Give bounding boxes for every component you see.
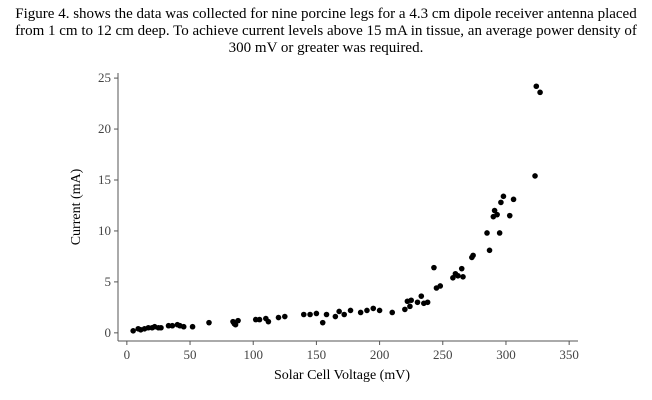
data-point [496,230,503,236]
data-point [491,207,498,214]
data-point [537,89,543,96]
x-tick-label: 0 [124,347,131,362]
data-point [265,318,272,325]
y-ticks: 0 5 10 15 20 25 [98,70,118,340]
data-point [256,316,263,323]
data-point [235,317,241,324]
data-point [364,307,370,314]
data-point [510,196,517,203]
data-point [206,319,212,326]
figure-caption: Figure 4. shows the data was collected f… [15,6,637,56]
y-axis-title: Current (mA) [69,168,84,245]
data-point [319,319,326,326]
data-point [307,311,313,318]
data-point [389,309,396,316]
y-tick-label: 25 [98,70,111,85]
data-point [460,274,466,280]
y-tick-label: 0 [105,325,112,340]
x-tick-label: 350 [559,347,579,362]
y-tick-label: 5 [105,274,112,289]
x-tick-label: 50 [184,347,197,362]
data-point [130,328,136,334]
data-point [347,307,354,314]
data-point [486,247,493,254]
data-point [437,283,444,289]
data-point [300,311,307,318]
data-point [484,230,490,236]
x-axis-title: Solar Cell Voltage (mV) [274,368,410,383]
data-point [500,193,507,200]
data-point [407,303,413,310]
data-point [158,324,164,331]
data-point [408,297,414,304]
data-point [275,314,282,321]
data-point [323,311,330,318]
data-point [414,299,421,306]
data-point [180,323,187,330]
data-point [282,313,288,320]
data-point [341,311,348,318]
data-point [189,323,196,330]
x-tick-label: 200 [370,347,390,362]
x-tick-label: 150 [307,347,327,362]
data-point [506,212,513,219]
data-point [169,322,176,329]
data-points [130,83,543,334]
plot-frame [117,73,578,342]
data-point [370,305,377,312]
data-point [376,307,383,314]
y-tick-label: 10 [98,223,111,238]
x-tick-label: 100 [243,347,263,362]
x-tick-label: 300 [496,347,516,362]
data-point [455,272,461,279]
data-point [418,293,425,299]
data-point [533,83,540,90]
data-point [450,275,456,281]
data-point [357,309,364,316]
data-point [498,199,504,206]
data-point [470,252,476,259]
y-tick-label: 20 [98,121,111,136]
y-tick-label: 15 [98,172,111,187]
data-point [494,211,500,218]
x-ticks: 0 50 100 150 200 250 300 350 [124,341,579,362]
data-point [424,299,431,306]
x-tick-label: 250 [433,347,453,362]
data-point [232,321,239,328]
data-point [458,265,465,272]
data-point [532,173,538,179]
data-point [402,306,408,313]
data-point [313,310,320,317]
data-point [332,313,339,320]
data-point [336,308,342,315]
data-point [431,264,437,271]
